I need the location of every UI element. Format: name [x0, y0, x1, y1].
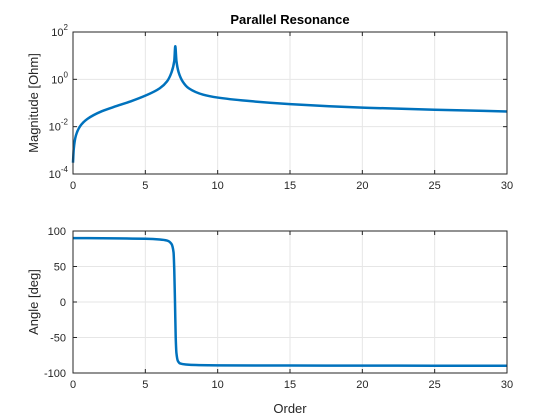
x-tick-label: 30 [501, 379, 513, 391]
y-tick-label: 100 [51, 70, 68, 86]
y-tick-exponent: -4 [61, 165, 69, 174]
y-tick-label: 10-4 [49, 165, 69, 181]
magnitude-curve [71, 45, 508, 163]
x-tick-label: 25 [429, 180, 441, 192]
y-tick-base: 10 [51, 74, 63, 86]
x-tick-label: 10 [212, 180, 224, 192]
x-tick-label: 15 [284, 379, 296, 391]
x-tick-label: 25 [429, 379, 441, 391]
x-tick-label: 0 [70, 379, 76, 391]
x-tick-label: 20 [356, 180, 368, 192]
x-tick-label: 10 [212, 379, 224, 391]
x-tick-label: 0 [70, 180, 76, 192]
y-tick-label: 50 [54, 262, 66, 274]
y-tick-exponent: 2 [64, 23, 69, 32]
y-tick-label: 100 [48, 226, 66, 238]
axes-frame [72, 230, 508, 374]
y-tick-base: 10 [51, 27, 63, 39]
y-tick-label: 102 [51, 23, 68, 39]
x-tick-label: 30 [501, 180, 513, 192]
y-tick-base: 10 [49, 122, 61, 134]
y-tick-label: 10-2 [49, 118, 69, 134]
chart-title: Parallel Resonance [230, 12, 349, 27]
y-axis-label: Angle [deg] [26, 269, 41, 335]
y-tick-exponent: 0 [64, 70, 69, 79]
x-tick-label: 15 [284, 180, 296, 192]
x-tick-label: 20 [356, 379, 368, 391]
x-tick-label: 5 [142, 180, 148, 192]
angle-plot: 0 5 10 15 20 25 30 100 50 0 -50 -100 Angle [deg] Orde… [26, 226, 513, 416]
x-axis-label: Order [273, 401, 307, 416]
y-tick-label: 0 [60, 297, 66, 309]
axes-frame [72, 31, 508, 175]
y-tick-label: -100 [44, 368, 66, 380]
angle-curve [72, 236, 507, 367]
y-tick-base: 10 [49, 169, 61, 181]
y-tick-exponent: -2 [61, 118, 69, 127]
y-axis-label: Magnitude [Ohm] [26, 53, 41, 153]
x-tick-label: 5 [142, 379, 148, 391]
y-tick-label: -50 [50, 333, 66, 345]
